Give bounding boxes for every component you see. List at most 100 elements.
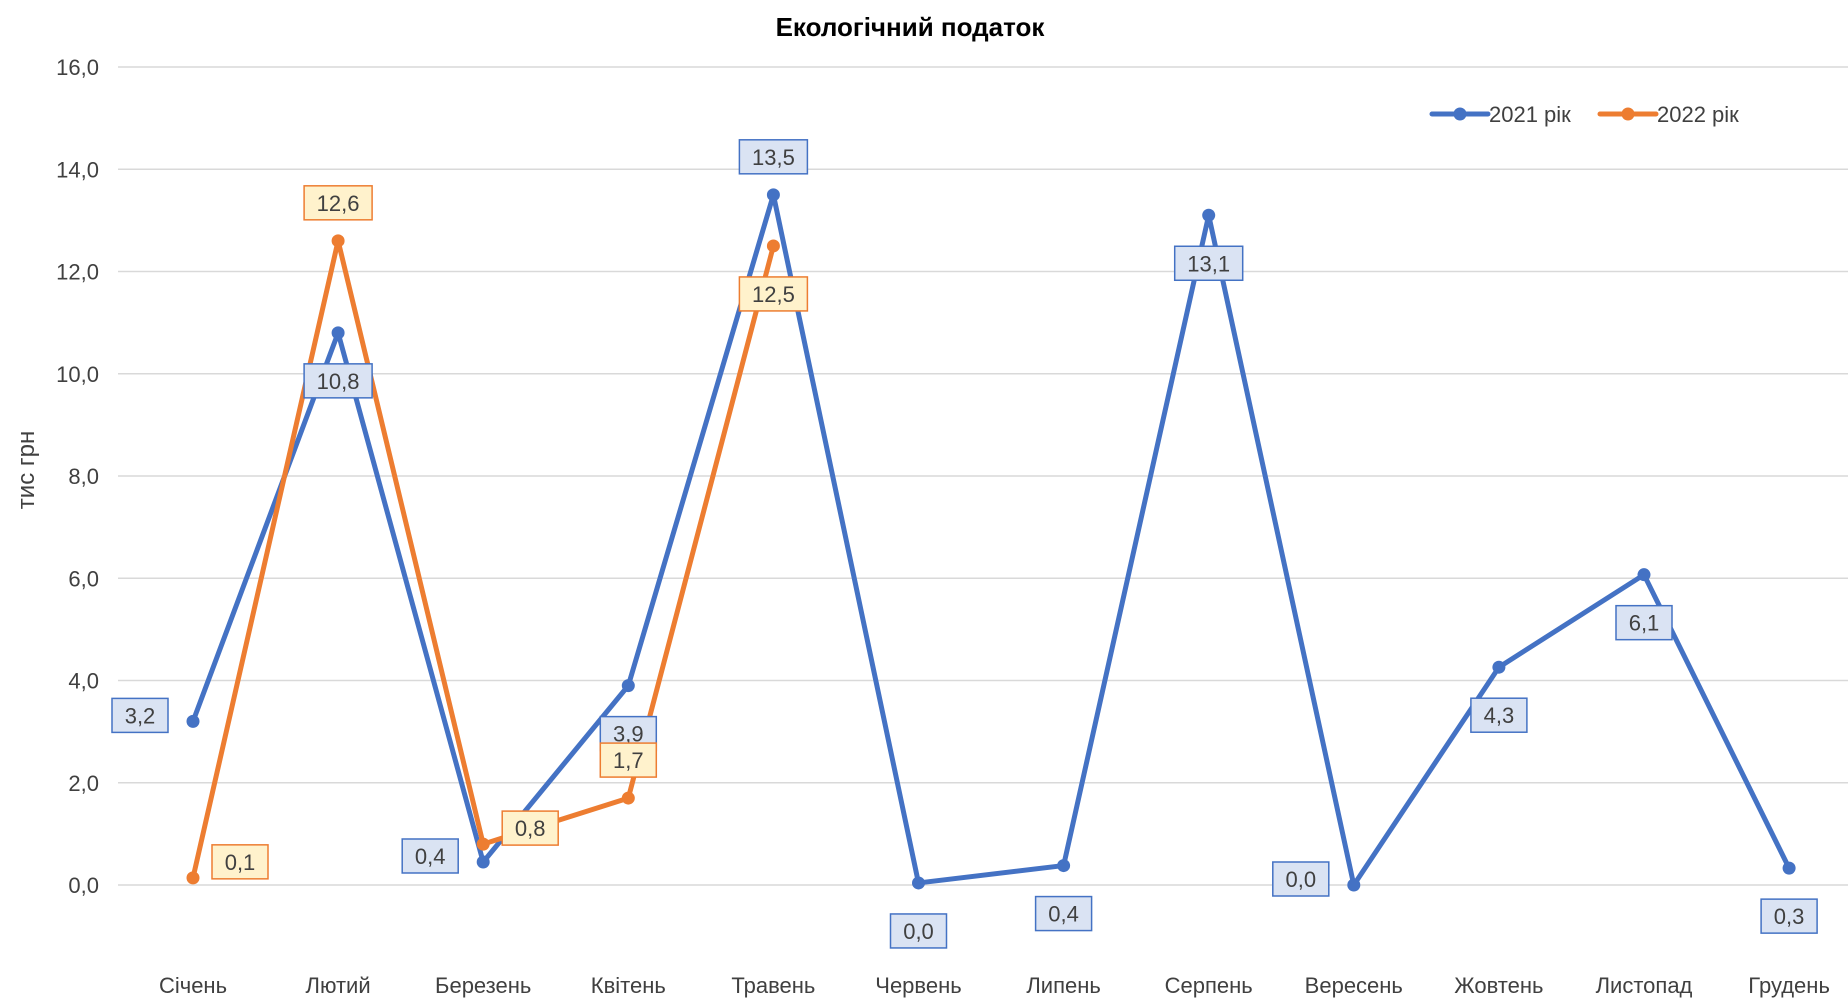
data-label-text: 12,5 (752, 282, 795, 307)
data-label-box (1615, 604, 1673, 641)
x-tick-label: Липень (1026, 973, 1101, 998)
data-label-box (401, 838, 459, 874)
x-tick-label: Серпень (1165, 973, 1253, 998)
x-tick-label: Квітень (591, 973, 666, 998)
data-label-text: 3,2 (125, 703, 156, 728)
data-point (1202, 208, 1216, 222)
chart-title: Екологічний податок (776, 12, 1046, 42)
series-points (186, 188, 1796, 892)
data-label: 0,3 (1760, 898, 1818, 934)
data-label-text: 0,0 (903, 919, 934, 944)
y-tick-label: 12,0 (56, 260, 99, 285)
data-label-box (1760, 898, 1818, 934)
x-axis-ticks: Січень Лютий Березень Квітень Травень Червень… (159, 973, 1830, 998)
data-label-text: 12,6 (317, 191, 360, 216)
data-label-box (738, 276, 809, 312)
data-label-text: 13,5 (752, 145, 795, 170)
x-tick-label: Січень (159, 973, 227, 998)
y-tick-label: 0,0 (68, 873, 99, 898)
y-tick-label: 2,0 (68, 771, 99, 796)
data-labels: 3,210,80,43,913,50,00,413,10,04,36,10,30… (111, 139, 1818, 949)
data-point (186, 871, 200, 885)
data-label-text: 0,1 (225, 850, 256, 875)
data-label-box (1173, 245, 1244, 282)
data-point (766, 239, 780, 253)
data-label-text: 1,7 (613, 748, 644, 773)
data-point (621, 679, 635, 693)
data-label-box (211, 844, 269, 880)
data-label-text: 10,8 (317, 369, 360, 394)
data-label: 0,8 (501, 810, 559, 846)
y-tick-label: 10,0 (56, 362, 99, 387)
legend-marker (1453, 107, 1467, 121)
x-tick-label: Травень (731, 973, 815, 998)
data-label-box (111, 697, 169, 734)
data-label-box (889, 913, 948, 949)
data-label-text: 0,4 (1048, 902, 1079, 927)
data-point (331, 326, 345, 340)
legend-entry: 2021 рік (1429, 102, 1571, 127)
legend: 2021 рік 2022 рік (1429, 102, 1739, 127)
data-label-box (501, 810, 559, 846)
data-point (1782, 861, 1796, 875)
data-label: 0,4 (1034, 895, 1093, 932)
data-label: 6,1 (1615, 604, 1673, 641)
y-tick-label: 16,0 (56, 55, 99, 80)
legend-entry: 2022 рік (1597, 102, 1739, 127)
legend-label: 2021 рік (1489, 102, 1571, 127)
data-point (331, 234, 345, 248)
data-label: 12,6 (303, 185, 373, 221)
data-label-text: 0,0 (1286, 867, 1317, 892)
y-axis-ticks: 0,0 2,0 4,0 6,0 8,0 10,0 12,0 14,0 16,0 (56, 55, 99, 898)
data-point (1492, 660, 1506, 674)
data-point (476, 837, 490, 851)
data-label-box (1034, 895, 1093, 932)
data-point (912, 876, 925, 890)
data-point (1057, 859, 1071, 873)
y-tick-label: 14,0 (56, 157, 99, 182)
data-label: 12,5 (738, 276, 809, 312)
data-label-text: 6,1 (1629, 611, 1660, 636)
x-tick-label: Вересень (1305, 973, 1403, 998)
data-label-box (599, 742, 658, 778)
series-lines (190, 192, 1792, 888)
data-label-text: 0,8 (515, 816, 546, 841)
data-point (621, 791, 635, 805)
data-label-text: 0,4 (415, 844, 446, 869)
y-axis-label: тис грн (13, 431, 40, 509)
legend-marker (1621, 107, 1635, 121)
data-label: 0,0 (889, 913, 948, 949)
x-tick-label: Лютий (306, 973, 371, 998)
y-tick-label: 6,0 (68, 566, 99, 591)
data-label: 0,1 (211, 844, 269, 880)
data-label: 0,4 (401, 838, 459, 874)
series-line (190, 192, 1792, 888)
data-label-box (1272, 861, 1330, 897)
data-label: 3,2 (111, 697, 169, 734)
data-label-box (1470, 697, 1528, 733)
data-point (186, 714, 200, 728)
data-point (476, 855, 490, 869)
legend-label: 2022 рік (1657, 102, 1739, 127)
data-label: 0,0 (1272, 861, 1330, 897)
y-tick-label: 8,0 (68, 464, 99, 489)
x-tick-label: Грудень (1748, 973, 1830, 998)
x-tick-label: Листопад (1596, 973, 1693, 998)
data-label-text: 0,3 (1774, 904, 1805, 929)
data-label-box (738, 139, 809, 175)
data-point (1347, 878, 1361, 892)
data-label-text: 13,1 (1187, 251, 1230, 276)
data-point (1637, 568, 1651, 582)
data-point (766, 188, 780, 202)
data-label: 1,7 (599, 742, 658, 778)
data-label: 13,1 (1173, 245, 1244, 282)
y-tick-label: 4,0 (68, 669, 99, 694)
data-label-text: 4,3 (1484, 703, 1515, 728)
x-tick-label: Червень (875, 973, 961, 998)
data-label-box (303, 363, 373, 399)
data-label: 10,8 (303, 363, 373, 399)
data-label: 4,3 (1470, 697, 1528, 733)
x-tick-label: Жовтень (1454, 973, 1543, 998)
x-tick-label: Березень (435, 973, 531, 998)
